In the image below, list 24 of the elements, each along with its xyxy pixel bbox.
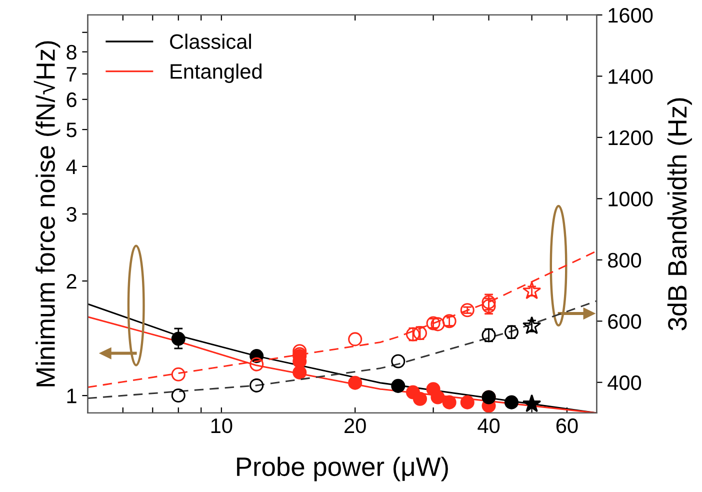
- y-tick-label: 4: [66, 160, 77, 174]
- y-tick-label: 2: [66, 274, 76, 289]
- x-axis-title: Probe power (μW): [237, 456, 448, 482]
- y2-tick-label: 1600: [608, 8, 653, 23]
- y2-tick-label: 400: [608, 375, 642, 390]
- y-tick-label: 5: [66, 122, 76, 138]
- y2-tick-label: 1000: [608, 192, 653, 206]
- x-tick-label: 40: [478, 418, 500, 434]
- legend-label: Classical: [170, 34, 251, 50]
- y-tick-label: 1: [67, 388, 76, 404]
- y-tick-label: 7: [66, 67, 76, 82]
- y2-tick-label: 1200: [608, 130, 653, 146]
- y-axis-title: Minimum force noise (fN/√Hz): [34, 41, 60, 386]
- y-tick-label: 8: [66, 44, 76, 60]
- x-tick-label: 20: [344, 418, 366, 434]
- x-tick-label: 10: [211, 418, 232, 434]
- x-tick-label: 60: [556, 418, 578, 434]
- y-tick-label: 3: [66, 206, 76, 222]
- y2-tick-label: 800: [608, 252, 642, 268]
- y-tick-label: 6: [66, 92, 76, 108]
- y2-axis-title: 3dB Bandwidth (Hz): [667, 98, 692, 330]
- y2-tick-label: 600: [608, 314, 642, 329]
- y2-tick-label: 1400: [608, 69, 653, 84]
- legend-label: Entangled: [170, 64, 262, 83]
